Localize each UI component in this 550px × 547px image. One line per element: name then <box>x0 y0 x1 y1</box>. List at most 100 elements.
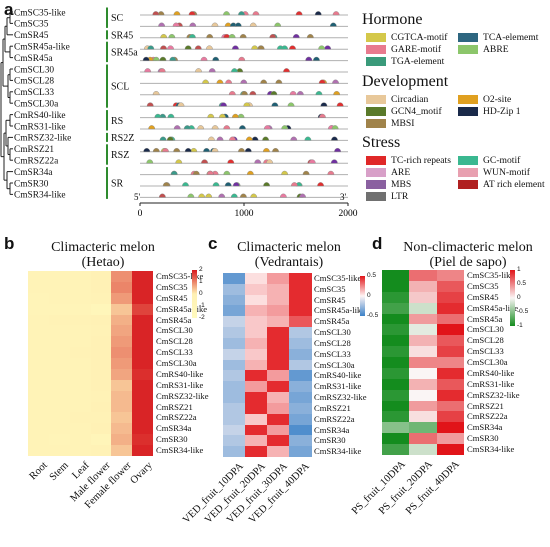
heatmap-cell <box>28 314 50 326</box>
motif-mark <box>228 91 236 95</box>
panel-d-title-line1: Non-climacteric melon <box>403 240 533 255</box>
heatmap-cell <box>289 392 312 404</box>
motif-mark <box>216 136 224 141</box>
heatmap-cell <box>90 325 112 337</box>
heatmap-row-label: CmRSZ32-like <box>314 392 367 403</box>
legend-swatch <box>366 45 386 54</box>
legend-item: ARE <box>366 167 410 178</box>
heatmap-cell <box>28 271 50 283</box>
motif-mark <box>216 79 224 84</box>
heatmap-cell <box>245 424 268 436</box>
heatmap-cell <box>382 400 410 412</box>
heatmap-cell <box>90 271 112 283</box>
heatmap-cell <box>90 412 112 424</box>
motif-mark <box>166 136 174 141</box>
gene-label: CmSR45a <box>14 54 53 64</box>
phylogenetic-tree <box>0 11 13 195</box>
heatmap-cell <box>48 358 71 370</box>
heatmap-cell <box>245 348 268 361</box>
legend-item: ABRE <box>458 44 509 55</box>
heatmap-cell <box>436 270 465 282</box>
heatmap-cell <box>382 389 410 402</box>
heatmap-cell <box>111 423 133 435</box>
heatmap-cell <box>69 412 91 424</box>
legend-item: LTR <box>366 191 408 202</box>
group-label: RSZ <box>111 150 129 161</box>
motif-mark <box>232 45 239 50</box>
color-scale-tick: 0 <box>367 292 371 299</box>
heatmap-cell <box>48 423 71 435</box>
heatmap-cell <box>409 291 438 304</box>
motif-mark <box>206 34 214 38</box>
heatmap-cell <box>28 336 50 348</box>
motif-mark <box>212 182 220 187</box>
legend-swatch <box>366 156 386 165</box>
heatmap-cell <box>48 325 71 337</box>
color-scale-tick: 2 <box>199 266 203 273</box>
heatmap-row-label: CmRSZ22a <box>467 411 508 422</box>
heatmap-cell <box>382 291 410 304</box>
heatmap-row-label: CmRS31-like <box>467 378 515 389</box>
motif-mark <box>158 68 166 73</box>
gene-label: CmSC35 <box>14 20 49 30</box>
motif-mark <box>207 136 215 141</box>
legend-item: GCN4_motif <box>366 106 442 117</box>
motif-mark <box>231 68 238 73</box>
heatmap-cell <box>111 368 133 381</box>
heatmap-cell <box>90 445 112 457</box>
motif-mark <box>281 125 289 130</box>
heatmap-cell <box>245 381 268 393</box>
motif-mark <box>290 136 298 141</box>
motif-mark <box>160 45 167 50</box>
legend-swatch <box>366 180 386 189</box>
motif-mark <box>317 182 324 187</box>
motif-mark <box>266 159 273 164</box>
group-label: SR45a <box>111 47 138 58</box>
heatmap-cell <box>267 273 290 285</box>
heatmap-cell <box>69 368 91 381</box>
motif-mark <box>194 45 202 50</box>
legend-label: CGTCA-motif <box>391 32 448 43</box>
motif-mark <box>281 170 289 175</box>
motif-mark <box>184 148 192 152</box>
color-scale-tick: 1 <box>517 266 521 273</box>
heatmap-cell <box>111 401 133 413</box>
heatmap-row-label: CmSR45a <box>467 313 503 324</box>
legend-swatch <box>458 180 478 189</box>
heatmap-cell <box>382 302 410 315</box>
heatmap-cell <box>132 347 154 359</box>
heatmap-cell <box>409 444 438 456</box>
heatmap-cell <box>436 291 465 304</box>
legend-label: LTR <box>391 191 409 202</box>
motif-mark <box>334 148 341 152</box>
heatmap-row-label: CmRS31-like <box>156 379 204 390</box>
motif-mark <box>262 148 270 152</box>
heatmap-cell <box>90 314 112 326</box>
heatmap-row-label: CmSR34-like <box>314 446 362 457</box>
motif-mark <box>173 148 181 152</box>
panel-b-title-line2: (Hetao) <box>81 255 125 270</box>
heatmap-cell <box>223 283 246 296</box>
motif-mark <box>254 159 262 164</box>
heatmap-cell <box>382 346 410 358</box>
group-label: RS2Z <box>111 133 134 144</box>
heatmap-row-label: CmSR34-like <box>156 445 204 456</box>
legend-swatch <box>458 168 478 177</box>
motif-mark <box>269 34 277 38</box>
heatmap-row-label: CmSR30 <box>156 434 188 445</box>
heatmap-cell <box>28 292 50 305</box>
heatmap-cell <box>289 327 312 339</box>
motif-mark <box>289 45 296 50</box>
motif-mark <box>202 79 209 84</box>
motif-mark <box>159 56 167 61</box>
heatmap-row-label: CmSR45 <box>156 292 188 303</box>
heatmap-cell <box>245 413 268 426</box>
heatmap-cell <box>289 316 312 328</box>
gene-label: CmSR34a <box>14 168 53 178</box>
heatmap-cell <box>436 444 465 456</box>
motif-mark <box>162 182 170 187</box>
heatmap-cell <box>382 444 410 456</box>
legend-label: ARE <box>391 167 411 178</box>
motif-mark <box>238 56 246 61</box>
heatmap-cell <box>111 347 133 359</box>
